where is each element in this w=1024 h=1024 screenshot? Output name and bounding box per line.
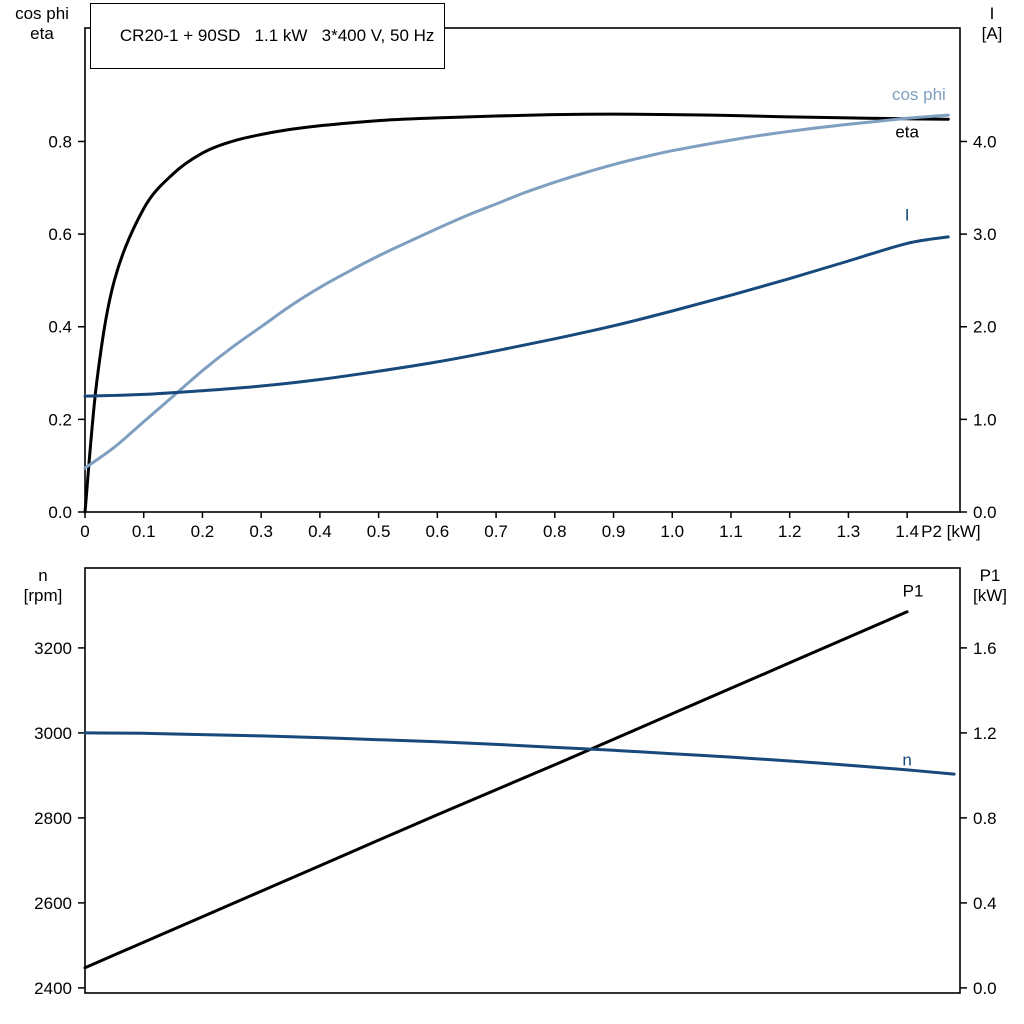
x-tick-label: 0	[80, 522, 89, 541]
left-tick-label: 2800	[34, 809, 72, 828]
curve-label-n: n	[902, 750, 911, 769]
right-tick-label: 0.0	[973, 503, 997, 522]
chart-1: 2400 2600 2800 3000 3200 0.0 0.4 0.8 1.2 1.6 P1 n	[34, 567, 997, 998]
x-tick-label: 0.2	[191, 522, 215, 541]
curve-label-cos-phi: cos phi	[892, 85, 946, 104]
chart-title: CR20-1 + 90SD 1.1 kW 3*400 V, 50 Hz	[119, 26, 435, 45]
plot-border	[84, 567, 961, 994]
curve-label-eta: eta	[895, 122, 919, 141]
x-tick-label: 1.3	[837, 522, 861, 541]
left-axis-title-line1: cos phi	[15, 4, 69, 23]
bottom-chart-right-axis-title: P1 [kW]	[960, 566, 1020, 606]
right-tick-label: 1.0	[973, 410, 997, 429]
curve-label-i: I	[905, 206, 910, 225]
x-tick-label: 0.1	[132, 522, 156, 541]
x-tick-label: 0.5	[367, 522, 391, 541]
left-tick-label: 2600	[34, 894, 72, 913]
left-tick-label: 0.0	[48, 503, 72, 522]
x-tick-label: 0.4	[308, 522, 332, 541]
left-tick-label: 2400	[34, 979, 72, 998]
curve-i	[83, 235, 950, 398]
curve-p1	[83, 610, 909, 970]
top-chart-left-axis-title: cos phi eta	[2, 4, 82, 44]
right-axis-ticks: 0.0 0.4 0.8 1.2 1.6	[960, 639, 997, 998]
curve-eta	[83, 112, 950, 514]
right-axis-title-line1: P1	[979, 566, 1001, 585]
right-tick-label: 0.0	[973, 979, 997, 998]
right-axis-ticks: 0.0 1.0 2.0 3.0 4.0	[960, 132, 997, 522]
right-tick-label: 0.8	[973, 809, 997, 828]
right-axis-title-line2: [kW]	[973, 586, 1007, 605]
left-tick-label: 0.8	[48, 132, 72, 151]
curve-cos-phi	[83, 113, 950, 470]
left-tick-label: 0.6	[48, 225, 72, 244]
right-tick-label: 2.0	[973, 318, 997, 337]
left-axis-ticks: 2400 2600 2800 3000 3200	[34, 639, 85, 998]
left-tick-label: 0.2	[48, 410, 72, 429]
x-axis-label: P2 [kW]	[921, 522, 981, 541]
x-tick-label: 1.4	[895, 522, 919, 541]
right-axis-title-line1: I	[989, 4, 995, 23]
curve-n	[83, 731, 956, 776]
x-tick-label: 0.9	[602, 522, 626, 541]
right-axis-title-line2: [A]	[981, 24, 1003, 43]
curve-label-p1: P1	[903, 582, 924, 601]
x-tick-label: 1.1	[719, 522, 743, 541]
left-tick-label: 0.4	[48, 318, 72, 337]
bottom-chart-left-axis-title: n [rpm]	[6, 566, 80, 606]
right-tick-label: 1.6	[973, 639, 997, 658]
left-tick-label: 3000	[34, 724, 72, 743]
x-tick-label: 0.6	[426, 522, 450, 541]
x-tick-label: 0.3	[249, 522, 273, 541]
right-tick-label: 1.2	[973, 724, 997, 743]
right-tick-label: 0.4	[973, 894, 997, 913]
x-tick-label: 0.7	[484, 522, 508, 541]
left-axis-title-line1: n	[38, 566, 48, 585]
right-tick-label: 3.0	[973, 225, 997, 244]
left-tick-label: 3200	[34, 639, 72, 658]
x-tick-label: 1.0	[660, 522, 684, 541]
x-tick-label: 1.2	[778, 522, 802, 541]
left-axis-title-line2: [rpm]	[23, 586, 63, 605]
chart-0: 0 0.1 0.2 0.3 0.4 0.5 0.6 0.7 0.8 0.9 1.0 1.1 1.2 1.3…	[48, 27, 997, 541]
plot-border	[84, 27, 961, 513]
left-axis-ticks: 0.0 0.2 0.4 0.6 0.8	[48, 132, 85, 522]
top-chart-right-axis-title: I [A]	[964, 4, 1020, 44]
chart-title-box: CR20-1 + 90SD 1.1 kW 3*400 V, 50 Hz	[90, 3, 446, 69]
x-tick-label: 0.8	[543, 522, 567, 541]
right-tick-label: 4.0	[973, 132, 997, 151]
x-axis-ticks: 0 0.1 0.2 0.3 0.4 0.5 0.6 0.7 0.8 0.9 1.0 1.1 1.2 1.3…	[80, 512, 981, 541]
left-axis-title-line2: eta	[30, 24, 54, 43]
